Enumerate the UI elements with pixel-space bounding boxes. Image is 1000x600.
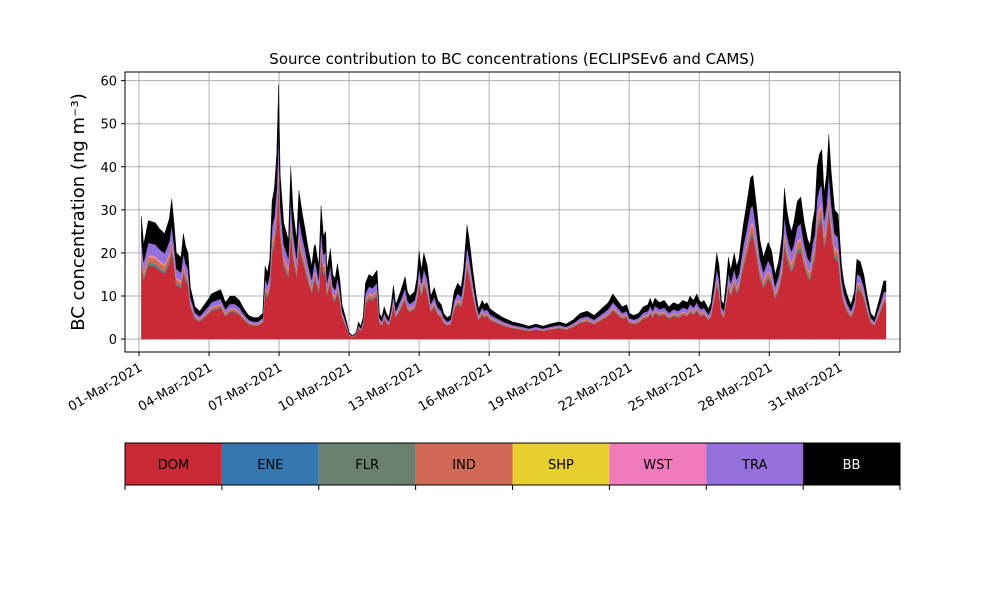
legend-colorbar: DOM ENE FLR IND SHP WST TRA BB bbox=[124, 442, 901, 490]
y-tick-label: 20 bbox=[100, 247, 117, 262]
area-series-bb bbox=[141, 84, 887, 337]
legend-label-bb: BB bbox=[843, 458, 861, 473]
legend-label-dom: DOM bbox=[158, 458, 189, 473]
legend-label-ene: ENE bbox=[257, 458, 283, 473]
legend-label-wst: WST bbox=[643, 458, 672, 473]
y-tick-label: 0 bbox=[109, 333, 117, 348]
legend-swatch-shp bbox=[512, 443, 610, 485]
x-gridlines bbox=[138, 72, 840, 352]
y-tick-label: 30 bbox=[100, 204, 117, 219]
legend-swatch-flr bbox=[318, 443, 416, 485]
legend-label-shp: SHP bbox=[548, 458, 574, 473]
legend-swatch-ind bbox=[415, 443, 513, 485]
legend-label-flr: FLR bbox=[355, 458, 379, 473]
legend-swatch-tra bbox=[706, 443, 804, 485]
y-tick-label: 60 bbox=[100, 75, 117, 90]
legend-swatch-dom bbox=[125, 443, 222, 485]
legend-swatch-ene bbox=[221, 443, 319, 485]
y-axis-label: BC concentration (ng m⁻³) bbox=[68, 93, 89, 331]
chart-title: Source contribution to BC concentrations… bbox=[269, 50, 754, 68]
legend-label-tra: TRA bbox=[741, 458, 767, 473]
legend-label-ind: IND bbox=[452, 458, 476, 473]
y-tick-label: 50 bbox=[100, 118, 117, 133]
plot-frame bbox=[124, 71, 901, 353]
y-tick-label: 40 bbox=[100, 161, 117, 176]
series-areas bbox=[141, 84, 887, 340]
legend-swatch-bb bbox=[803, 443, 900, 485]
y-tick-label: 10 bbox=[100, 290, 117, 305]
y-axis: 0 10 20 30 40 50 60 bbox=[100, 75, 125, 348]
legend-swatch-wst bbox=[609, 443, 707, 485]
